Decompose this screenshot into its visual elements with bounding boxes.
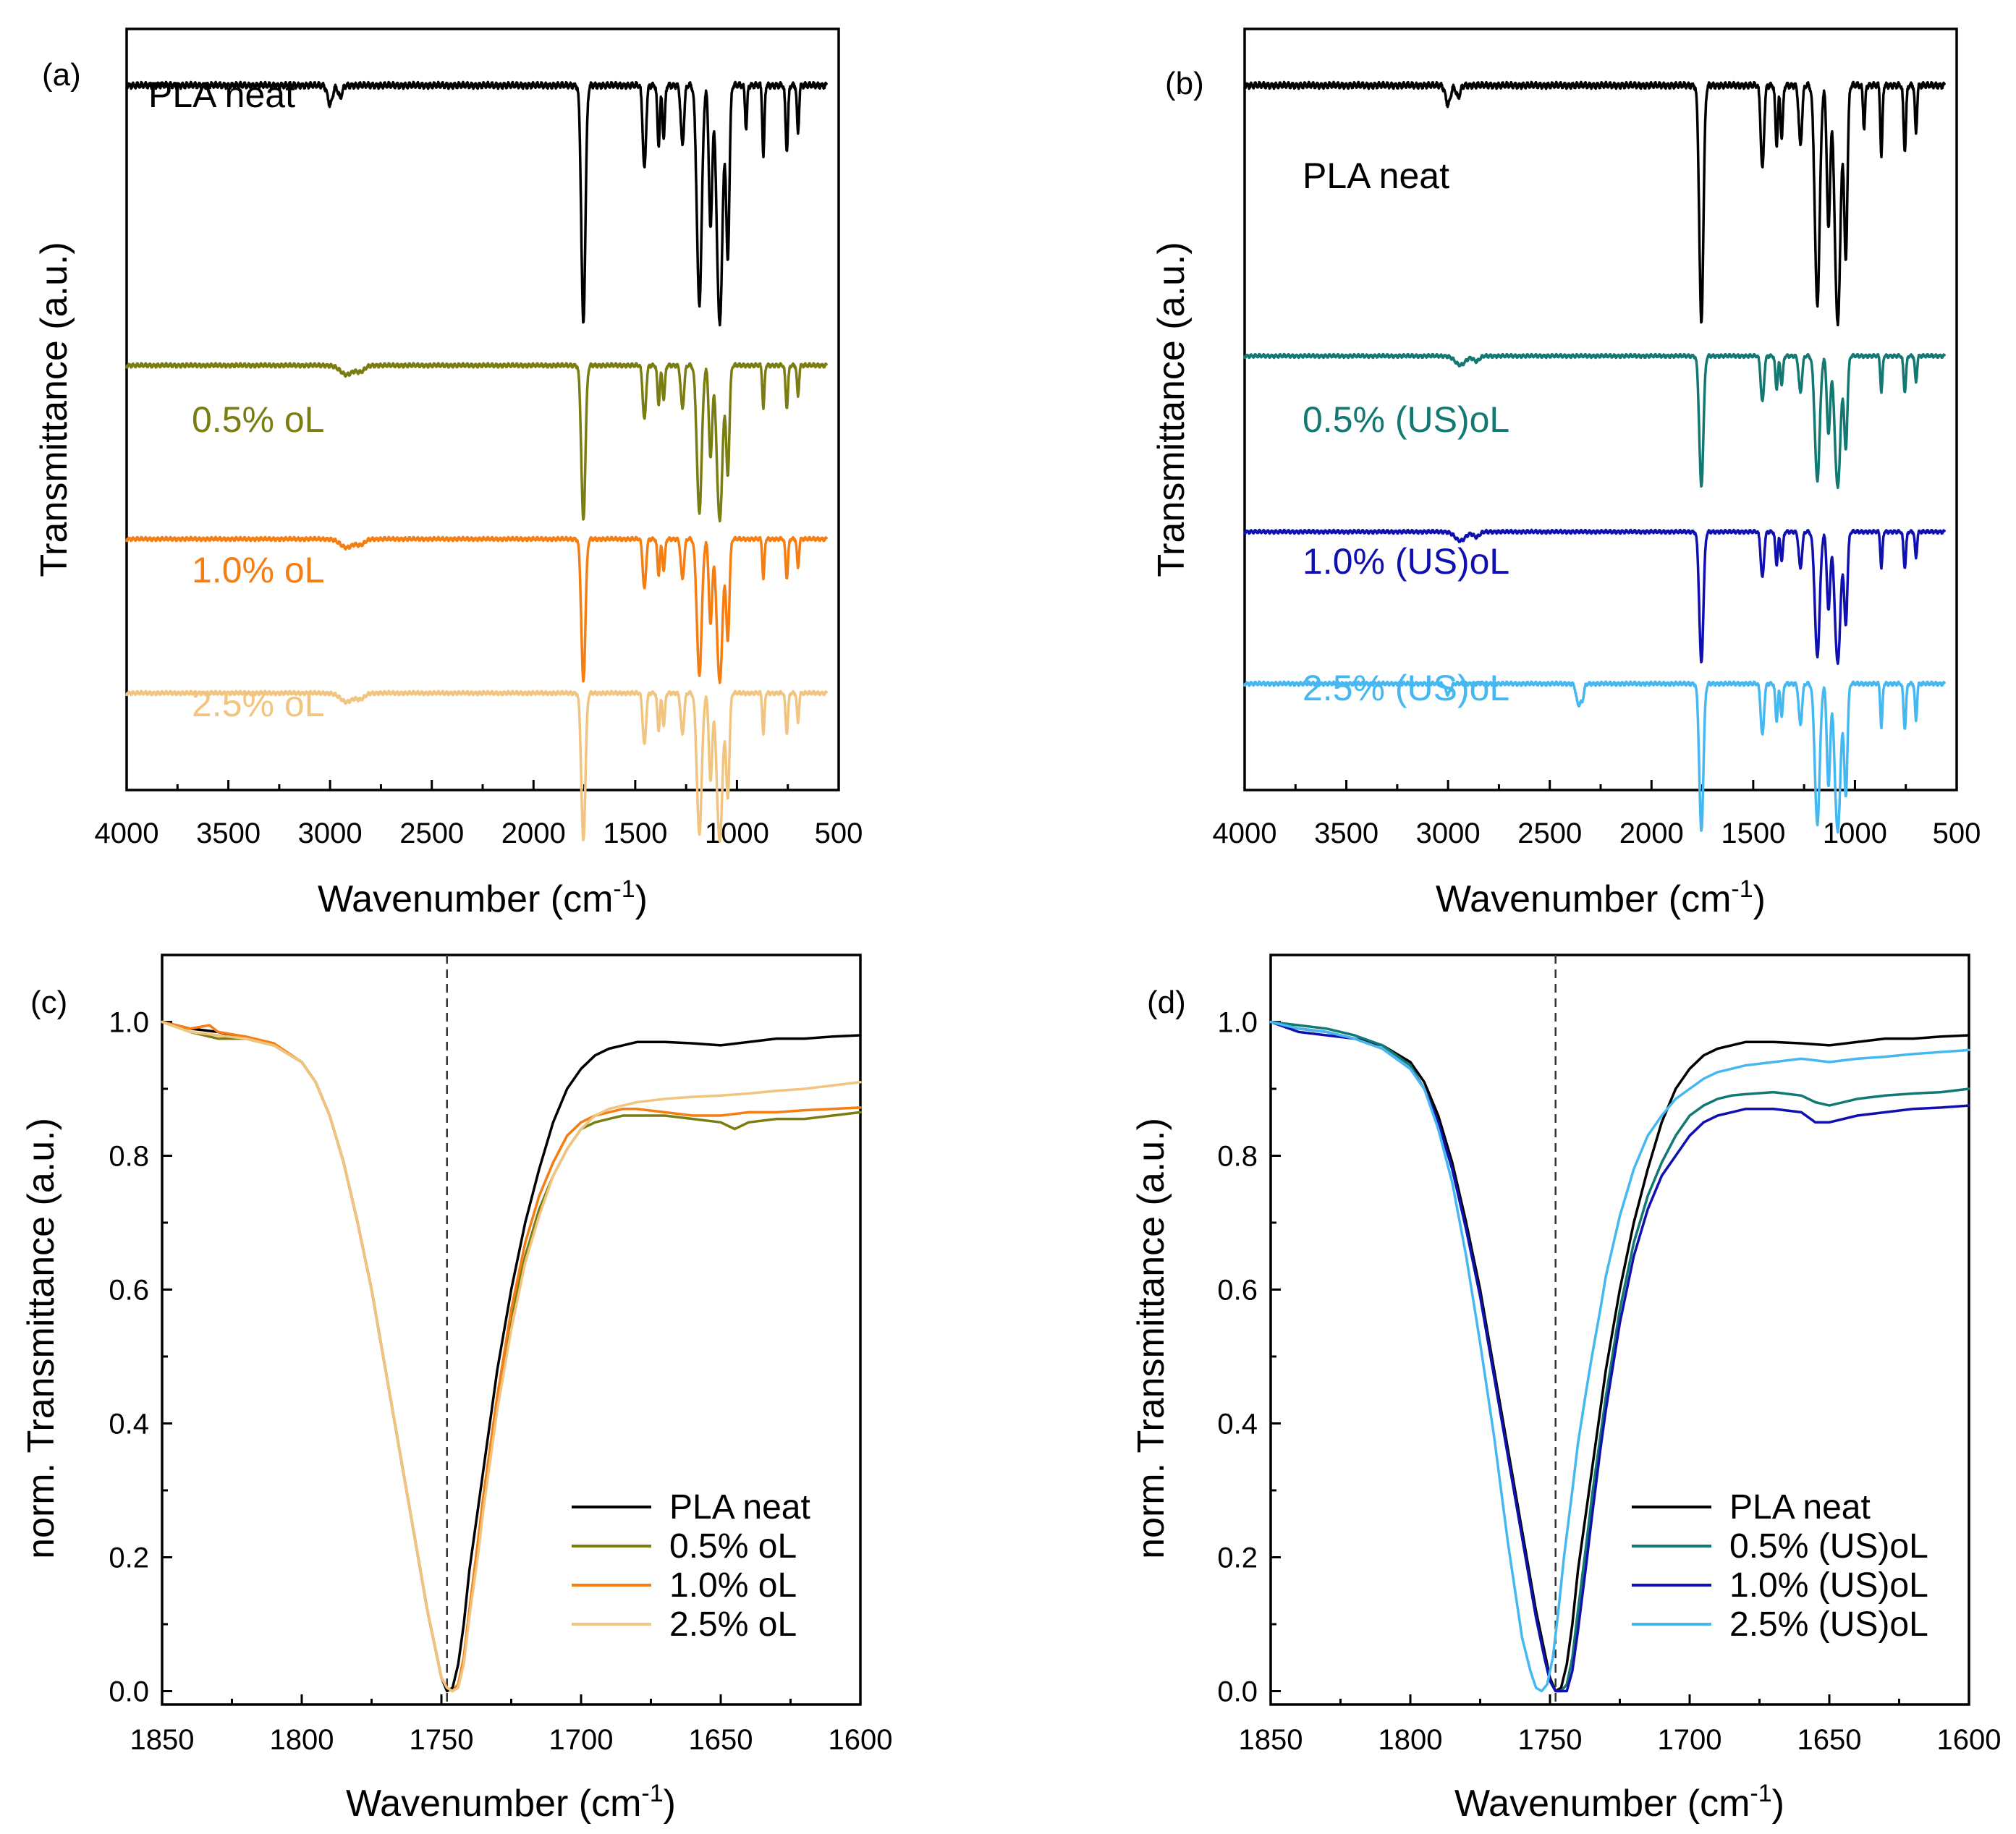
x-tick-label: 1000 xyxy=(1823,818,1887,849)
panel-d-series xyxy=(1269,955,1970,1704)
x-tick-label: 1750 xyxy=(410,1724,474,1756)
y-tick-label: 0.0 xyxy=(1217,1676,1258,1708)
panel-a-series-label-pla-neat: PLA neat xyxy=(148,75,295,115)
y-tick-label: 0.2 xyxy=(109,1542,149,1574)
series-line-1-0-us-ol xyxy=(1269,1020,1970,1693)
x-tick-label: 2500 xyxy=(399,818,464,849)
panel-c-xlabel: Wavenumber (cm-1) xyxy=(346,1780,676,1825)
series-line-0-5-ol xyxy=(125,362,828,523)
series-line-pla-neat xyxy=(1243,80,1946,327)
panel-b: (b) Transmittance (a.u.) Wavenumber (cm-… xyxy=(1151,27,1981,920)
panel-d-ylabel: norm. Transmittance (a.u.) xyxy=(1130,1118,1172,1559)
panel-d-xlabel: Wavenumber (cm-1) xyxy=(1454,1780,1784,1825)
x-tick-label: 1000 xyxy=(705,818,769,849)
series-line-2-5-us-ol xyxy=(1269,1020,1970,1693)
x-tick-label: 1800 xyxy=(270,1724,334,1756)
x-tick-label: 1700 xyxy=(1658,1724,1722,1756)
legend-entry-0-5-ol: 0.5% oL xyxy=(669,1527,797,1566)
series-line-1-0-us-ol xyxy=(1243,528,1946,666)
panel-b-ylabel: Transmittance (a.u.) xyxy=(1151,242,1193,577)
panel-a-xlabel: Wavenumber (cm-1) xyxy=(318,875,648,920)
x-tick-label: 3000 xyxy=(1416,818,1481,849)
panel-b-series-label-2-5-us-ol: 2.5% (US)oL xyxy=(1303,668,1509,708)
legend-entry-2-5-us-ol: 2.5% (US)oL xyxy=(1729,1605,1928,1644)
x-tick-label: 1650 xyxy=(689,1724,753,1756)
series-line-1-0-ol xyxy=(125,535,828,684)
y-tick-label: 0.2 xyxy=(1217,1542,1258,1574)
y-tick-label: 0.6 xyxy=(109,1275,149,1307)
panel-b-label: (b) xyxy=(1165,66,1204,101)
x-tick-label: 1500 xyxy=(603,818,667,849)
panel-c-label: (c) xyxy=(30,985,67,1020)
y-tick-label: 1.0 xyxy=(109,1007,149,1039)
y-tick-label: 1.0 xyxy=(1217,1007,1258,1039)
panel-a-series-label-2-5-ol: 2.5% oL xyxy=(192,684,324,724)
panel-c-xticks: 1850 1800 1750 1700 1650 1600 xyxy=(130,1694,893,1756)
legend-entry-pla-neat: PLA neat xyxy=(669,1488,810,1527)
x-tick-label: 1600 xyxy=(829,1724,893,1756)
x-tick-label: 1650 xyxy=(1797,1724,1862,1756)
x-tick-label: 1600 xyxy=(1937,1724,2002,1756)
panel-a-label: (a) xyxy=(42,57,81,93)
x-tick-label: 1750 xyxy=(1518,1724,1583,1756)
legend-entry-1-0-ol: 1.0% oL xyxy=(669,1566,797,1605)
panel-b-series-label-1-0-us-ol: 1.0% (US)oL xyxy=(1303,541,1509,582)
panel-d: (d) norm. Transmittance (a.u.) Wavenumbe… xyxy=(1130,954,2002,1825)
panel-b-xlabel: Wavenumber (cm-1) xyxy=(1436,875,1766,920)
panel-a-series-label-0-5-ol: 0.5% oL xyxy=(192,399,324,440)
panel-d-label: (d) xyxy=(1147,985,1186,1020)
panel-c-yticks: 0.0 0.2 0.4 0.6 0.8 1.0 xyxy=(109,1007,172,1708)
y-tick-label: 0.0 xyxy=(109,1676,149,1708)
x-tick-label: 1700 xyxy=(549,1724,614,1756)
x-tick-label: 1500 xyxy=(1721,818,1785,849)
x-tick-label: 4000 xyxy=(95,818,159,849)
x-tick-label: 3500 xyxy=(196,818,261,849)
series-line-2-5-ol xyxy=(161,1020,862,1693)
panel-d-yticks: 0.0 0.2 0.4 0.6 0.8 1.0 xyxy=(1217,1007,1281,1708)
x-tick-label: 1800 xyxy=(1378,1724,1443,1756)
x-tick-label: 1850 xyxy=(130,1724,195,1756)
x-tick-label: 1850 xyxy=(1239,1724,1303,1756)
y-tick-label: 0.8 xyxy=(1217,1141,1258,1173)
x-tick-label: 3000 xyxy=(298,818,363,849)
panel-b-series-label-0-5-us-ol: 0.5% (US)oL xyxy=(1303,399,1509,440)
x-tick-label: 2500 xyxy=(1517,818,1582,849)
panel-a-xticks: 4000 3500 3000 2500 2000 1500 1000 500 xyxy=(95,780,863,849)
x-tick-label: 4000 xyxy=(1213,818,1277,849)
legend-entry-1-0-us-ol: 1.0% (US)oL xyxy=(1729,1566,1928,1605)
panel-a-series xyxy=(125,80,828,844)
panel-b-series-label-pla-neat: PLA neat xyxy=(1303,156,1449,196)
panel-b-xticks: 4000 3500 3000 2500 2000 1500 1000 500 xyxy=(1213,780,1981,849)
panel-d-xticks: 1850 1800 1750 1700 1650 1600 xyxy=(1239,1694,2002,1756)
legend-entry-pla-neat: PLA neat xyxy=(1729,1488,1871,1527)
panel-c: (c) norm. Transmittance (a.u.) Wavenumbe… xyxy=(20,954,893,1825)
panel-a-series-label-1-0-ol: 1.0% oL xyxy=(192,550,324,590)
y-tick-label: 0.8 xyxy=(109,1141,149,1173)
x-tick-label: 500 xyxy=(815,818,863,849)
y-tick-label: 0.6 xyxy=(1217,1275,1258,1307)
series-line-pla-neat xyxy=(1269,1020,1970,1693)
x-tick-label: 500 xyxy=(1933,818,1981,849)
x-tick-label: 3500 xyxy=(1314,818,1378,849)
series-line-2-5-us-ol xyxy=(1243,680,1946,834)
panel-a: (a) Transmittance (a.u.) Wavenumber (cm-… xyxy=(33,27,863,920)
panel-c-ylabel: norm. Transmittance (a.u.) xyxy=(20,1118,62,1559)
legend-entry-0-5-us-ol: 0.5% (US)oL xyxy=(1729,1527,1928,1566)
y-tick-label: 0.4 xyxy=(109,1409,149,1440)
x-tick-label: 2000 xyxy=(501,818,566,849)
series-line-pla-neat xyxy=(125,80,828,327)
panel-b-series xyxy=(1243,80,1946,834)
panel-c-series xyxy=(161,955,862,1704)
series-line-2-5-ol xyxy=(125,689,828,844)
y-tick-label: 0.4 xyxy=(1217,1409,1258,1440)
x-tick-label: 2000 xyxy=(1619,818,1684,849)
legend-entry-2-5-ol: 2.5% oL xyxy=(669,1605,797,1644)
panel-a-ylabel: Transmittance (a.u.) xyxy=(33,242,75,577)
series-line-0-5-us-ol xyxy=(1243,352,1946,490)
